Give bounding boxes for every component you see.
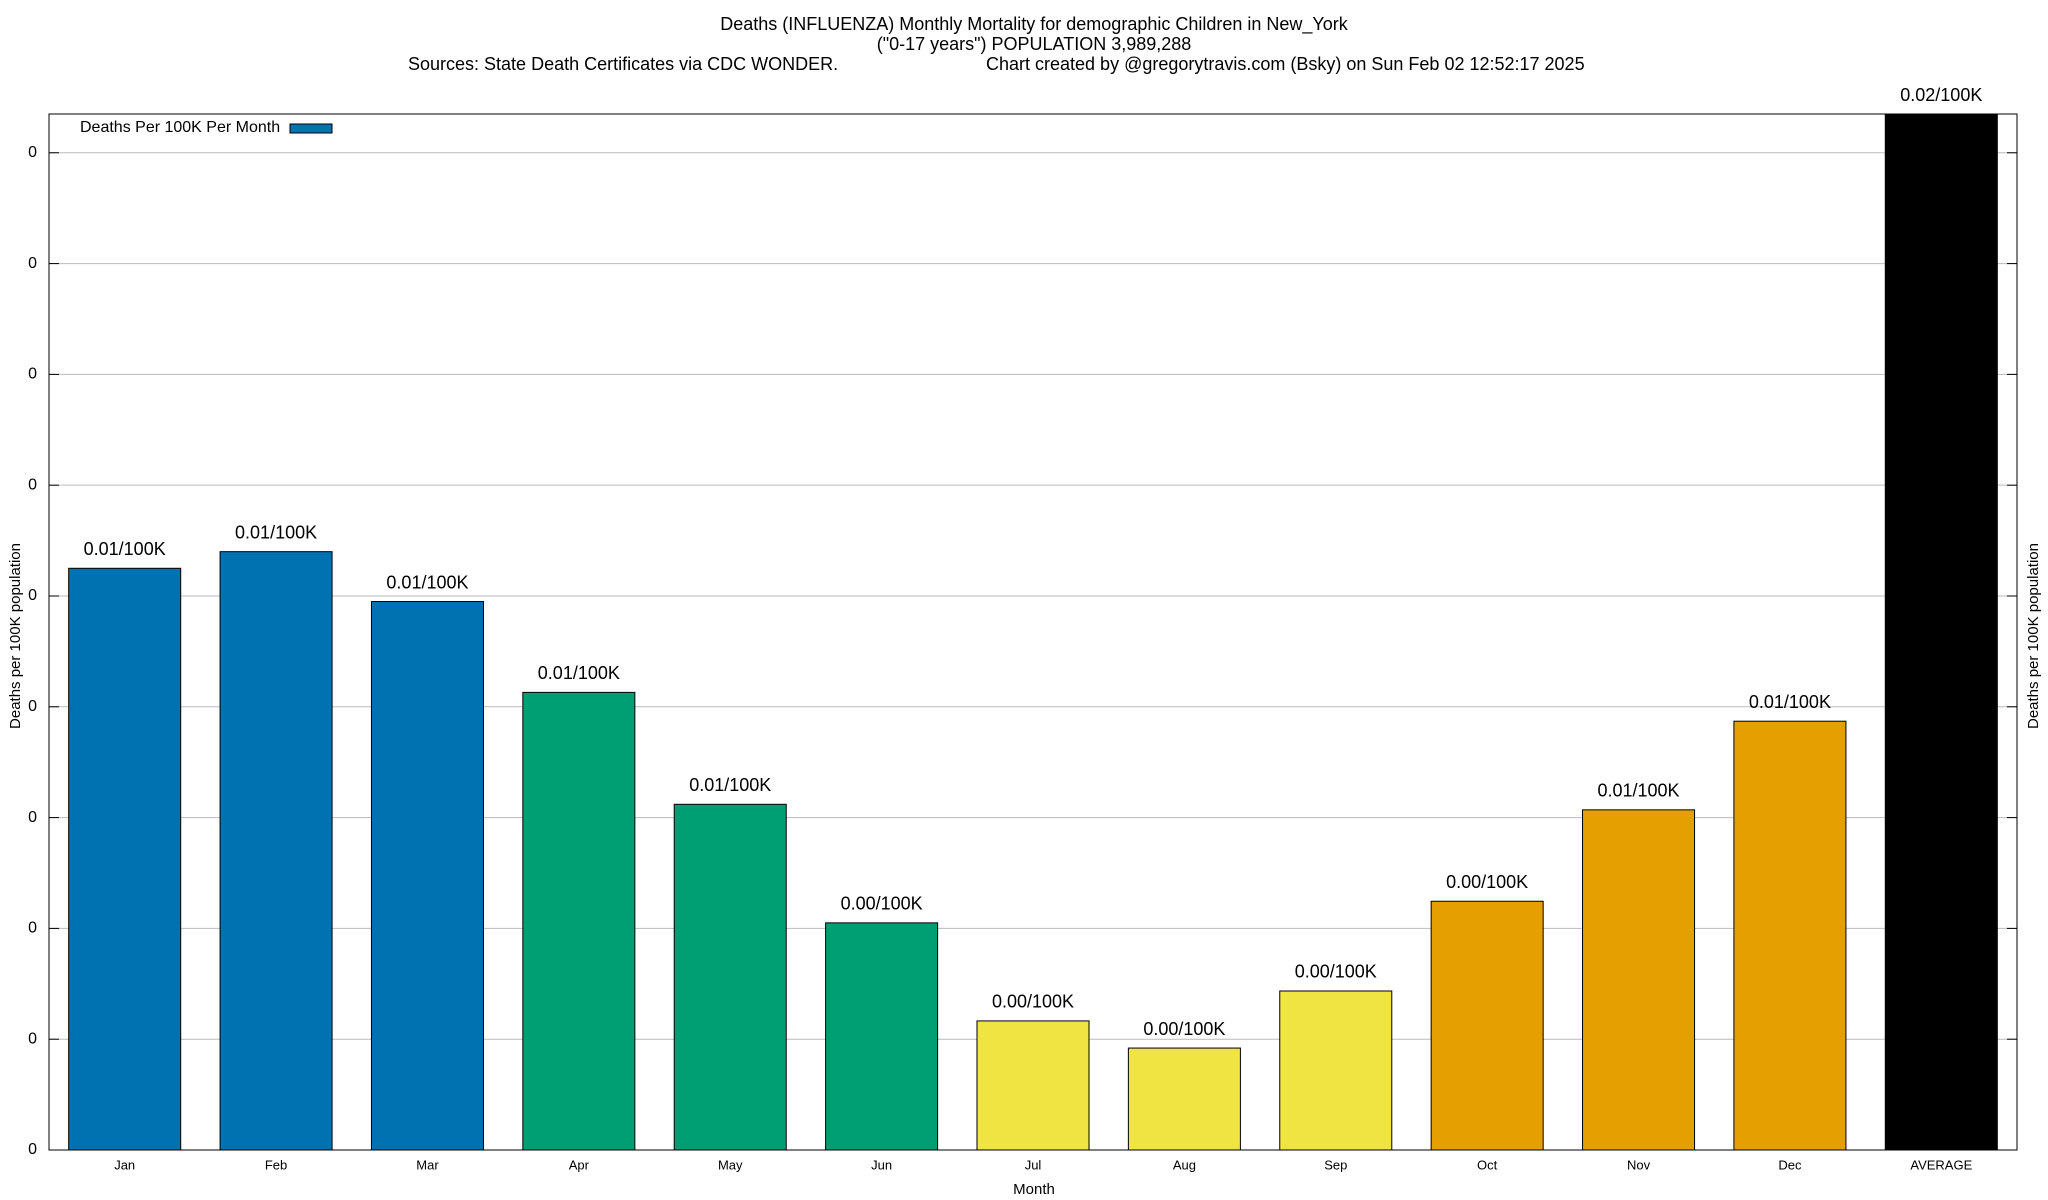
y-tick-label: 0 xyxy=(28,255,37,272)
x-axis-label: Month xyxy=(1013,1181,1055,1198)
bar xyxy=(1279,990,1393,1151)
x-tick-label: Sep xyxy=(1324,1157,1347,1172)
x-tick-label: Nov xyxy=(1627,1157,1651,1172)
bar xyxy=(522,691,636,1151)
value-label: 0.02/100K xyxy=(1900,85,1982,105)
value-label: 0.01/100K xyxy=(1749,692,1831,712)
x-tick-label: Oct xyxy=(1477,1157,1498,1172)
y-tick-label: 0 xyxy=(28,476,37,493)
y2-axis-label: Deaths per 100K population xyxy=(2025,543,2042,729)
y-tick-label: 0 xyxy=(28,366,37,383)
value-label: 0.01/100K xyxy=(689,775,771,795)
y-tick-label: 0 xyxy=(28,809,37,826)
x-tick-label: Mar xyxy=(416,1157,439,1172)
legend-swatch xyxy=(289,123,333,134)
x-tick-label: Aug xyxy=(1173,1157,1196,1172)
value-label: 0.00/100K xyxy=(1446,872,1528,892)
bar xyxy=(1582,809,1696,1151)
x-tick-label: Dec xyxy=(1778,1157,1802,1172)
value-label: 0.00/100K xyxy=(1295,962,1377,982)
y-tick-label: 0 xyxy=(28,1030,37,1047)
x-tick-label: Jun xyxy=(871,1157,892,1172)
plot-frame xyxy=(48,113,2018,1151)
y-tick-label: 0 xyxy=(28,1141,37,1158)
bar xyxy=(1733,720,1847,1151)
value-label: 0.00/100K xyxy=(992,992,1074,1012)
value-label: 0.01/100K xyxy=(1597,781,1679,801)
chart-subtitle: ("0-17 years") POPULATION 3,989,288 xyxy=(877,34,1192,54)
value-label: 0.00/100K xyxy=(1143,1019,1225,1039)
x-tick-label: AVERAGE xyxy=(1910,1157,1972,1172)
bar xyxy=(370,601,484,1151)
bar xyxy=(1430,900,1544,1151)
bar xyxy=(1884,113,1998,1151)
bar xyxy=(1127,1047,1241,1151)
credit: Chart created by @gregorytravis.com (Bsk… xyxy=(986,54,1585,74)
bar xyxy=(825,922,939,1151)
value-label: 0.00/100K xyxy=(841,894,923,914)
x-tick-label: Jan xyxy=(114,1157,135,1172)
legend-bg xyxy=(69,116,389,140)
y-tick-label: 0 xyxy=(28,587,37,604)
y-axis-label: Deaths per 100K population xyxy=(7,543,24,729)
x-tick-label: Jul xyxy=(1025,1157,1042,1172)
value-label: 0.01/100K xyxy=(235,522,317,542)
x-tick-label: Apr xyxy=(569,1157,590,1172)
chart-title: Deaths (INFLUENZA) Monthly Mortality for… xyxy=(720,14,1349,35)
y-tick-label: 0 xyxy=(28,920,37,937)
value-label: 0.01/100K xyxy=(538,663,620,683)
value-label: 0.01/100K xyxy=(386,572,468,592)
bar xyxy=(68,567,182,1151)
x-tick-label: Feb xyxy=(265,1157,287,1172)
bar xyxy=(219,551,333,1151)
value-label: 0.01/100K xyxy=(84,539,166,559)
x-tick-label: May xyxy=(718,1157,743,1172)
bar xyxy=(976,1020,1090,1151)
bar xyxy=(673,803,787,1151)
y-tick-label: 0 xyxy=(28,144,37,161)
sources: Sources: State Death Certificates via CD… xyxy=(408,54,838,74)
y-tick-label: 0 xyxy=(28,698,37,715)
legend-label: Deaths Per 100K Per Month xyxy=(80,119,280,136)
